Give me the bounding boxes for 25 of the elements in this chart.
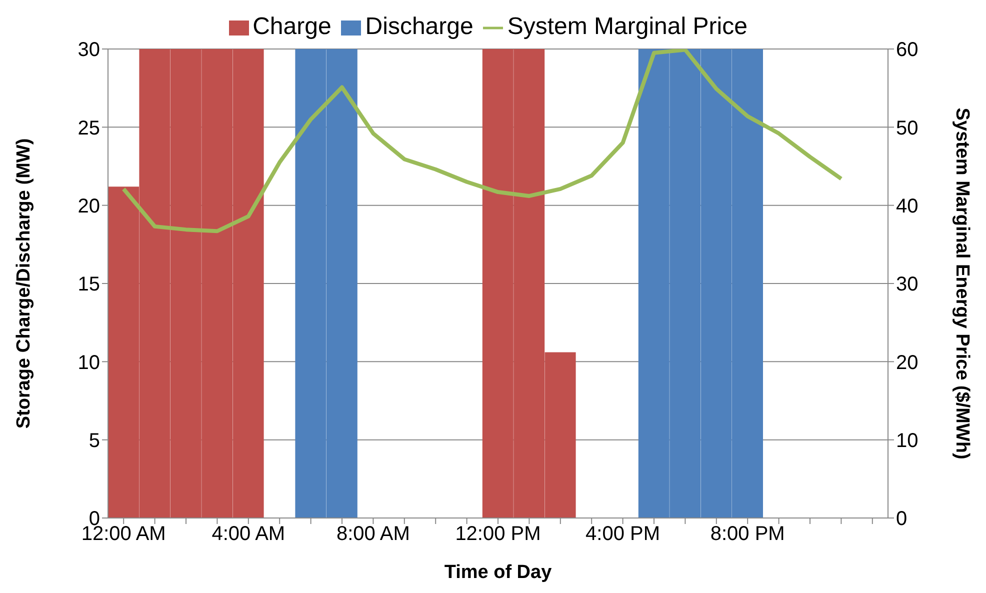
y-tick-label: 25 <box>78 117 100 140</box>
y-axis-title: Storage Charge/Discharge (MW) <box>14 138 35 429</box>
y2-tick-label: 40 <box>896 195 918 218</box>
x-tick-label: 8:00 AM <box>336 523 410 546</box>
y-tick-label: 20 <box>78 195 100 218</box>
y-tick-label: 5 <box>88 430 100 452</box>
x-axis-title: Time of Day <box>444 562 552 583</box>
legend-label: Discharge <box>365 13 474 40</box>
x-tick-label: 4:00 PM <box>586 523 660 546</box>
legend-label: Charge <box>252 13 332 40</box>
y2-tick-label: 50 <box>896 117 918 140</box>
y-tick-label: 10 <box>78 352 100 374</box>
y-tick-label: 30 <box>78 39 100 62</box>
x-tick-label: 12:00 PM <box>455 523 541 546</box>
line-series <box>122 49 844 234</box>
x-tick-label: 8:00 PM <box>710 523 785 546</box>
y-tick-label: 15 <box>78 274 100 296</box>
y2-tick-label: 60 <box>896 39 918 62</box>
y2-tick-label: 20 <box>896 352 918 374</box>
y2-tick-label: 30 <box>896 274 918 296</box>
x-tick-label: 4:00 AM <box>212 523 286 546</box>
y2-axis-title: System Marginal Energy Price ($/MWh) <box>951 108 972 460</box>
legend-label: System Marginal Price <box>507 13 748 40</box>
y2-tick-label: 10 <box>896 430 918 452</box>
y2-tick-label: 0 <box>896 508 908 530</box>
